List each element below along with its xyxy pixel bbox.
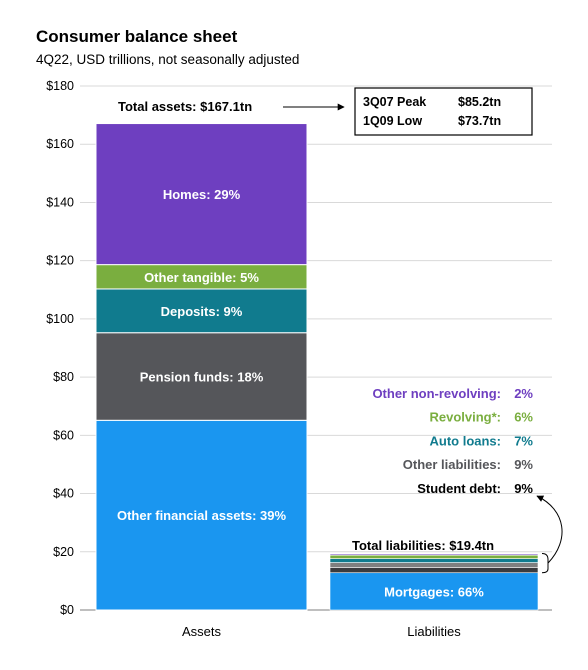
y-tick-label: $180	[46, 79, 74, 93]
liability-legend-name: Revolving*:	[429, 410, 501, 425]
asset-segment	[95, 123, 308, 266]
y-tick-label: $140	[46, 195, 74, 209]
asset-segment	[95, 332, 308, 421]
liability-legend-pct: 9%	[514, 481, 533, 496]
asset-segment-label: Pension funds: 18%	[140, 370, 264, 385]
y-axis-ticks: $0 $20 $40 $60 $80 $100 $120 $140 $160 $180	[46, 79, 74, 617]
asset-segment-label: Other tangible: 5%	[144, 270, 259, 285]
total-liabilities-label: Total liabilities: $19.4tn	[352, 538, 494, 553]
segment-labels: Other financial assets: 39% Pension funds…	[117, 187, 484, 639]
box-row-label: 3Q07 Peak	[363, 95, 426, 109]
liability-segment	[329, 553, 539, 556]
liability-legend-name: Other non-revolving:	[372, 386, 501, 401]
y-tick-label: $80	[53, 370, 74, 384]
liability-segment-label: Mortgages: 66%	[384, 584, 484, 599]
asset-segment-label: Other financial assets: 39%	[117, 508, 287, 523]
asset-segment	[95, 288, 308, 334]
liability-legend-pct: 7%	[514, 433, 533, 448]
liability-segment	[329, 562, 539, 568]
x-category-label: Assets	[182, 624, 222, 639]
chart-subtitle: 4Q22, USD trillions, not seasonally adju…	[36, 52, 300, 67]
liability-segment	[329, 558, 539, 563]
y-tick-label: $120	[46, 254, 74, 268]
annotations: Total assets: $167.1tn 3Q07 Peak $85.2tn 1Q…	[118, 87, 563, 574]
liability-legend-pct: 9%	[514, 457, 533, 472]
liability-segment	[329, 554, 539, 559]
asset-segment	[95, 419, 308, 611]
box-row-value: $73.7tn	[458, 114, 501, 128]
total-assets-label: Total assets: $167.1tn	[118, 99, 252, 114]
y-tick-label: $160	[46, 137, 74, 151]
asset-segment-label: Deposits: 9%	[161, 304, 243, 319]
liability-legend-name: Other liabilities:	[403, 457, 501, 472]
y-tick-label: $40	[53, 487, 74, 501]
box-row-value: $85.2tn	[458, 95, 501, 109]
liability-legend-pct: 2%	[514, 386, 533, 401]
y-tick-label: $60	[53, 428, 74, 442]
liability-legend-name: Student debt:	[417, 481, 501, 496]
liability-legend-pct: 6%	[514, 410, 533, 425]
y-tick-label: $20	[53, 545, 74, 559]
liability-bracket	[541, 553, 549, 574]
x-category-label: Liabilities	[407, 624, 461, 639]
box-row-label: 1Q09 Low	[363, 114, 422, 128]
asset-segment-label: Homes: 29%	[163, 187, 241, 202]
peak-low-box	[354, 87, 533, 136]
chart-title: Consumer balance sheet	[36, 27, 238, 46]
liability-segment	[329, 567, 539, 574]
y-tick-label: $100	[46, 312, 74, 326]
bars	[95, 123, 539, 611]
liability-legend-name: Auto loans:	[430, 433, 502, 448]
liability-curved-arrow	[536, 495, 563, 564]
y-tick-label: $0	[60, 603, 74, 617]
